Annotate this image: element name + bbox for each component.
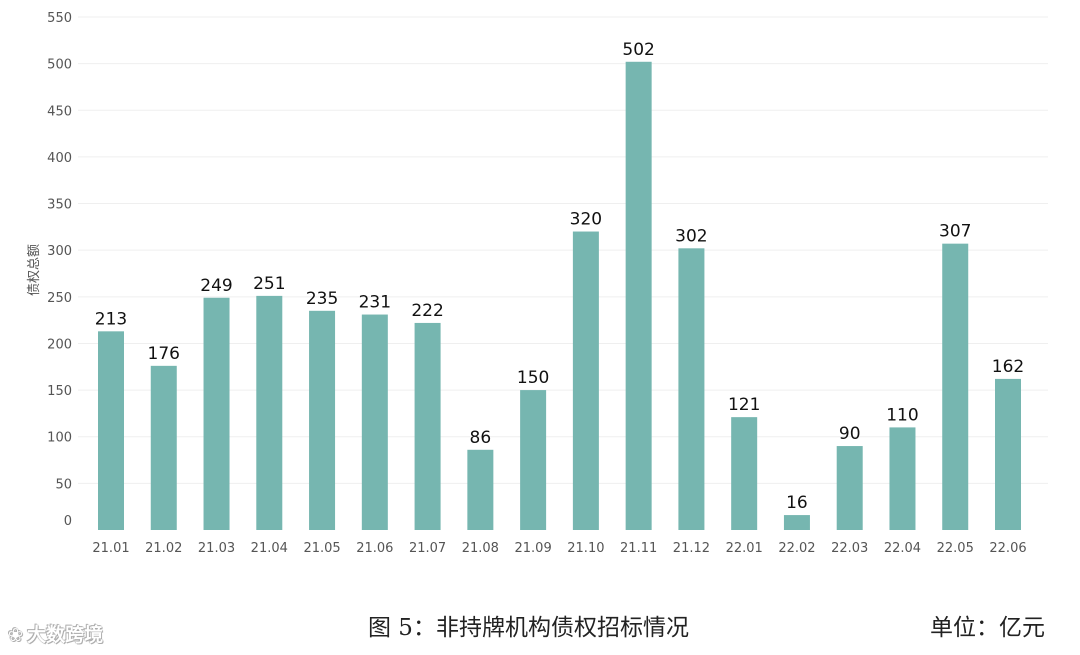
bar bbox=[995, 378, 1021, 530]
x-tick-label: 21.10 bbox=[567, 541, 604, 556]
y-tick-label: 450 bbox=[47, 104, 72, 119]
x-tick-label: 21.12 bbox=[673, 541, 710, 556]
value-label: 235 bbox=[306, 289, 338, 309]
x-tick-label: 22.03 bbox=[831, 541, 868, 556]
y-axis-ticks: 0 50 100 150 200 250 300 350 400 450 500 550 bbox=[47, 11, 72, 529]
bars bbox=[98, 61, 1021, 531]
bar bbox=[731, 417, 758, 530]
bar bbox=[309, 310, 336, 530]
x-tick-label: 21.03 bbox=[198, 541, 235, 556]
bar bbox=[520, 390, 547, 530]
bar bbox=[150, 365, 177, 530]
x-tick-label: 21.09 bbox=[515, 541, 552, 556]
y-axis-label: 债权总额 bbox=[26, 244, 42, 296]
y-tick-label: 50 bbox=[55, 477, 72, 492]
x-tick-label: 22.01 bbox=[726, 541, 763, 556]
bar bbox=[942, 243, 969, 531]
figure-caption: 图 5：非持牌机构债权招标情况 bbox=[368, 615, 689, 641]
value-labels: 213 176 249 251 235 231 222 86 150 320 502 302 121 16… bbox=[95, 40, 1024, 513]
x-tick-label: 22.06 bbox=[989, 541, 1026, 556]
x-tick-label: 21.04 bbox=[251, 541, 288, 556]
x-tick-label: 21.08 bbox=[462, 541, 499, 556]
y-tick-label: 400 bbox=[47, 151, 72, 166]
unit-label: 单位：亿元 bbox=[930, 615, 1045, 641]
y-tick-label: 350 bbox=[47, 198, 72, 213]
value-label: 110 bbox=[886, 405, 918, 425]
x-tick-label: 21.01 bbox=[92, 541, 129, 556]
x-tick-label: 21.11 bbox=[620, 541, 657, 556]
bar bbox=[836, 446, 863, 530]
y-tick-label: 0 bbox=[64, 514, 72, 529]
watermark-logo: ❀ 大数跨境 bbox=[8, 620, 103, 647]
bar bbox=[256, 295, 283, 530]
value-label: 86 bbox=[470, 428, 492, 448]
y-tick-label: 550 bbox=[47, 11, 72, 26]
x-tick-label: 22.04 bbox=[884, 541, 921, 556]
value-label: 90 bbox=[839, 424, 861, 444]
value-label: 162 bbox=[992, 357, 1024, 377]
bar bbox=[783, 515, 810, 530]
x-tick-label: 22.05 bbox=[937, 541, 974, 556]
bar bbox=[361, 314, 388, 530]
value-label: 231 bbox=[359, 293, 391, 313]
value-label: 502 bbox=[622, 40, 654, 60]
x-tick-label: 22.02 bbox=[778, 541, 815, 556]
value-label: 307 bbox=[939, 222, 971, 242]
x-tick-label: 21.05 bbox=[303, 541, 340, 556]
value-label: 251 bbox=[253, 274, 285, 294]
y-tick-label: 300 bbox=[47, 244, 72, 259]
bar bbox=[98, 331, 124, 530]
watermark-text: 大数跨境 bbox=[27, 624, 104, 646]
y-tick-label: 100 bbox=[47, 431, 72, 446]
bar bbox=[414, 322, 441, 530]
value-label: 249 bbox=[200, 276, 232, 296]
y-tick-label: 150 bbox=[47, 384, 72, 399]
value-label: 302 bbox=[675, 226, 707, 246]
x-axis-ticks: 21.01 21.02 21.03 21.04 21.05 21.06 21.07 21.08… bbox=[92, 541, 1026, 556]
x-tick-label: 21.02 bbox=[145, 541, 182, 556]
value-label: 213 bbox=[95, 309, 127, 329]
bar bbox=[467, 449, 494, 530]
value-label: 16 bbox=[786, 493, 808, 513]
value-label: 222 bbox=[411, 301, 443, 321]
bar bbox=[678, 248, 705, 531]
value-label: 121 bbox=[728, 395, 760, 415]
bar-chart: 0 50 100 150 200 250 300 350 400 450 500 550 213 176… bbox=[26, 11, 1048, 556]
bar bbox=[889, 427, 916, 530]
value-label: 320 bbox=[570, 210, 602, 230]
grid-lines bbox=[78, 16, 1048, 484]
logo-icon: ❀ bbox=[8, 625, 24, 646]
value-label: 150 bbox=[517, 368, 549, 388]
x-tick-label: 21.06 bbox=[356, 541, 393, 556]
bar bbox=[625, 61, 652, 531]
y-tick-label: 200 bbox=[47, 337, 72, 352]
value-label: 176 bbox=[148, 344, 180, 364]
y-tick-label: 250 bbox=[47, 291, 72, 306]
bar bbox=[203, 297, 230, 530]
x-tick-label: 21.07 bbox=[409, 541, 446, 556]
bar bbox=[572, 231, 599, 530]
y-tick-label: 500 bbox=[47, 58, 72, 73]
